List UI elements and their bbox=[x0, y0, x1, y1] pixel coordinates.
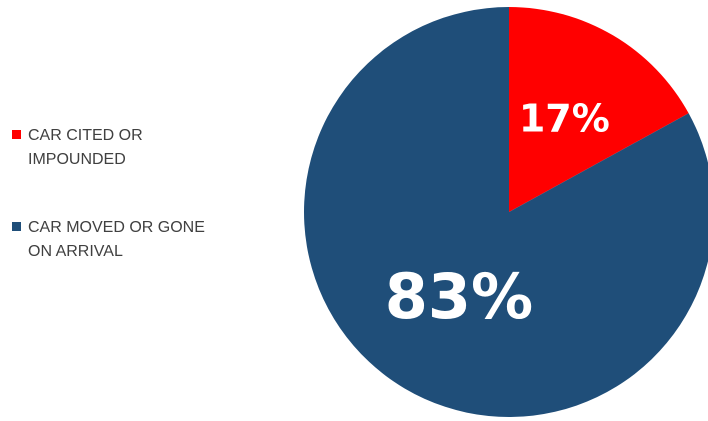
pie-slice-moved bbox=[304, 7, 708, 417]
pie-slice-cited bbox=[509, 7, 689, 212]
legend-item-moved: CAR MOVED OR GONE ON ARRIVAL bbox=[12, 216, 232, 264]
pie-slices bbox=[304, 7, 708, 417]
chart-legend: CAR CITED OR IMPOUNDED CAR MOVED OR GONE… bbox=[12, 124, 232, 308]
legend-swatch-cited bbox=[12, 130, 21, 139]
legend-label-moved: CAR MOVED OR GONE ON ARRIVAL bbox=[28, 219, 205, 260]
legend-swatch-moved bbox=[12, 222, 21, 231]
data-label-moved: 83% bbox=[385, 260, 533, 333]
pie-data-labels: 17% 83% bbox=[385, 96, 610, 333]
legend-item-cited: CAR CITED OR IMPOUNDED bbox=[12, 124, 232, 172]
data-label-cited: 17% bbox=[519, 96, 610, 140]
legend-label-cited: CAR CITED OR IMPOUNDED bbox=[28, 127, 143, 168]
